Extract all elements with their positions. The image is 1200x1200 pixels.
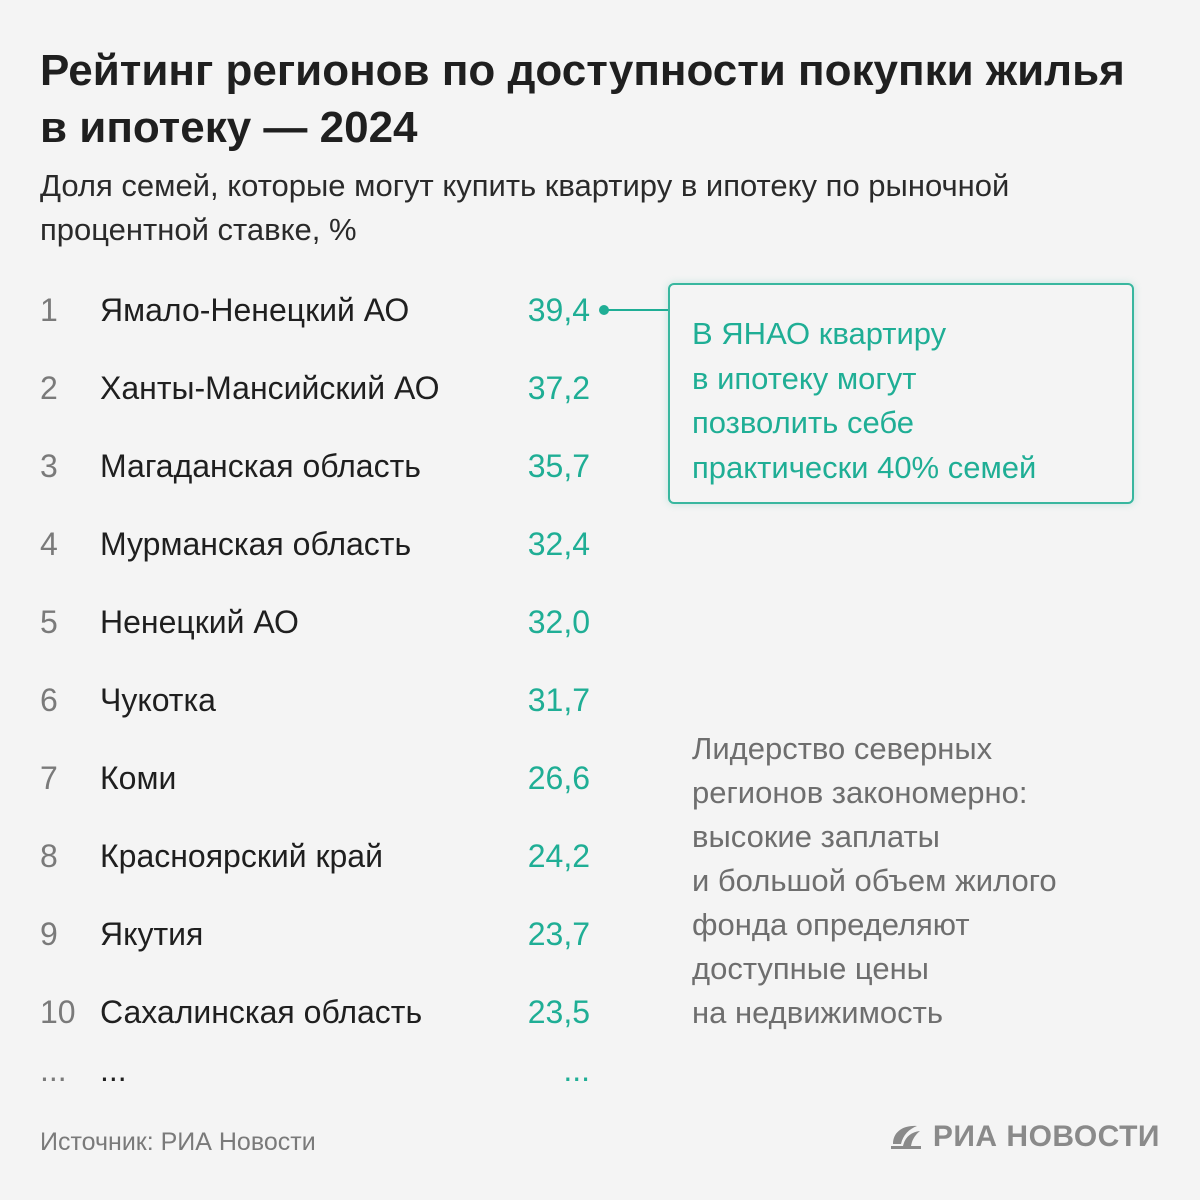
row-value: 24,2 (527, 838, 590, 874)
row-region: Магаданская область (100, 448, 421, 484)
table-row: 6 Чукотка 31,7 (0, 680, 640, 720)
row-rank: 5 (40, 604, 58, 640)
callout-connector (599, 305, 670, 315)
table-row: 2 Ханты-Мансийский АО 37,2 (0, 368, 640, 408)
table-row: 7 Коми 26,6 (0, 758, 640, 798)
source-note: Источник: РИА Новости (40, 1128, 316, 1156)
annotation-note: Лидерство северных регионов закономерно:… (692, 727, 1152, 1035)
row-rank: 1 (40, 292, 58, 328)
table-row: 8 Красноярский край 24,2 (0, 836, 640, 876)
row-region: Красноярский край (100, 838, 383, 874)
row-region: Коми (100, 760, 177, 796)
row-region: Ямало-Ненецкий АО (100, 292, 410, 328)
note-line: высокие заплаты (692, 819, 940, 854)
row-value: 32,4 (527, 526, 590, 562)
row-value: 37,2 (527, 370, 590, 406)
row-value: 31,7 (527, 682, 590, 718)
table-row: ......... (0, 1050, 640, 1090)
callout-line: практически 40% семей (692, 449, 1037, 485)
row-rank: 6 (40, 682, 58, 718)
note-line: доступные цены (692, 951, 929, 986)
chart-title: Рейтинг регионов по доступности покупки … (40, 46, 1125, 152)
row-region: ... (100, 1052, 127, 1088)
callout-line: позволить себе (692, 405, 914, 440)
row-rank: 10 (40, 994, 76, 1030)
callout-box: В ЯНАО квартиру в ипотеку могут позволит… (668, 283, 1134, 504)
row-rank: 7 (40, 760, 58, 796)
table-row: 9 Якутия 23,7 (0, 914, 640, 954)
row-rank: 8 (40, 838, 58, 874)
row-value: 32,0 (527, 604, 590, 640)
row-region: Сахалинская область (100, 994, 423, 1030)
note-line: и большой объем жилого (692, 863, 1057, 898)
row-value: 26,6 (527, 760, 590, 796)
row-value: 35,7 (527, 448, 590, 484)
ria-logo-icon (890, 1125, 921, 1149)
row-rank: 3 (40, 448, 58, 484)
row-region: Ненецкий АО (100, 604, 299, 640)
row-value: 23,7 (527, 916, 590, 952)
table-row: 4 Мурманская область 32,4 (0, 524, 640, 564)
callout-line: В ЯНАО квартиру (692, 316, 947, 351)
note-line: регионов закономерно: (692, 775, 1028, 810)
callout-line: в ипотеку могут (692, 360, 917, 396)
note-line: фонда определяют (692, 907, 970, 942)
row-region: Чукотка (100, 682, 216, 718)
note-line: Лидерство северных (692, 731, 993, 766)
table-row: 3 Магаданская область 35,7 (0, 446, 640, 486)
row-rank: ... (40, 1052, 67, 1088)
table-row: 10 Сахалинская область 23,5 (0, 992, 640, 1032)
row-region: Мурманская область (100, 526, 412, 562)
row-region: Якутия (100, 916, 204, 952)
table-row: 5 Ненецкий АО 32,0 (0, 602, 640, 642)
table-row: 1 Ямало-Ненецкий АО 39,4 (0, 290, 640, 330)
note-line: на недвижимость (692, 995, 943, 1030)
chart-subtitle: Доля семей, которые могут купить квартир… (40, 168, 1010, 247)
row-value: 23,5 (527, 994, 590, 1030)
row-value: 39,4 (527, 292, 590, 328)
row-rank: 9 (40, 916, 58, 952)
row-rank: 4 (40, 526, 58, 562)
row-value: ... (563, 1052, 590, 1088)
row-rank: 2 (40, 370, 58, 406)
logo-text: РИА НОВОСТИ (932, 1120, 1160, 1153)
ria-logo: РИА НОВОСТИ (889, 1120, 1160, 1154)
row-region: Ханты-Мансийский АО (100, 370, 440, 406)
